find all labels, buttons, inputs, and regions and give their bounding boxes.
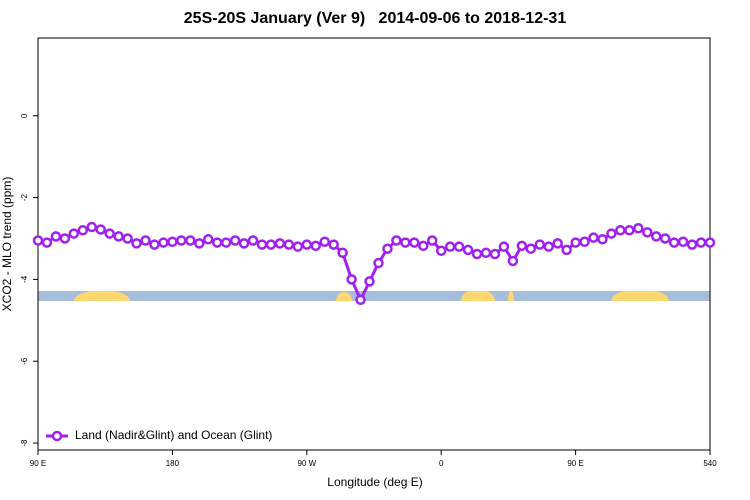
point [149, 239, 160, 250]
y-tick-label: -6 [20, 357, 29, 365]
point [104, 228, 115, 239]
point [552, 238, 563, 249]
point [579, 236, 590, 247]
point [400, 237, 411, 248]
x-tick-label: 90 W [297, 459, 316, 468]
point [185, 235, 196, 246]
point [337, 247, 348, 259]
x-axis-label: Longitude (deg E) [327, 475, 422, 489]
land-ocean-band [38, 291, 710, 301]
point [265, 239, 277, 250]
point [256, 239, 268, 250]
x-tick-label: 0 [439, 459, 444, 468]
point [650, 231, 662, 242]
point [346, 274, 357, 285]
point [301, 239, 313, 250]
point [507, 255, 519, 267]
point [543, 241, 554, 252]
point [158, 237, 169, 248]
point [229, 235, 241, 246]
point [516, 240, 528, 252]
x-tick-label: 90 E [30, 459, 46, 468]
point [418, 240, 429, 252]
point [274, 238, 286, 249]
point [391, 235, 402, 246]
x-tick-label: 90 E [567, 459, 583, 468]
point [364, 276, 375, 287]
x-tick-label: 540 [703, 459, 717, 468]
point [659, 233, 671, 244]
point [41, 237, 53, 248]
point [677, 236, 689, 247]
point [140, 235, 151, 246]
y-axis-label: XCO2 - MLO trend (ppm) [0, 177, 14, 312]
point [220, 237, 232, 248]
point [426, 235, 438, 246]
point [292, 241, 304, 252]
point [409, 237, 420, 248]
point [373, 257, 384, 269]
point [435, 245, 447, 257]
point [588, 232, 599, 243]
legend-marker [51, 430, 63, 442]
point [194, 238, 205, 249]
y-tick-label: 0 [20, 113, 29, 118]
point [122, 233, 133, 244]
point [167, 236, 178, 247]
point [211, 237, 223, 248]
point [50, 231, 62, 242]
point [355, 294, 366, 306]
point [686, 239, 698, 250]
point [319, 236, 330, 247]
point [624, 225, 635, 236]
point [498, 241, 510, 252]
point [525, 243, 537, 254]
point [202, 234, 214, 245]
point [453, 241, 465, 252]
point [471, 248, 483, 260]
point [59, 233, 71, 244]
point [95, 224, 106, 235]
point [238, 238, 250, 249]
point [382, 243, 393, 254]
point [113, 231, 124, 242]
y-tick-label: -8 [20, 439, 29, 447]
point [606, 228, 617, 239]
point [534, 239, 546, 250]
point [462, 244, 474, 256]
point [489, 248, 501, 260]
y-tick-label: -2 [20, 193, 29, 201]
point [561, 244, 572, 256]
y-tick-label: -4 [20, 275, 29, 283]
point [86, 221, 98, 233]
point [176, 235, 187, 246]
point [68, 228, 80, 239]
point [131, 238, 142, 249]
point [32, 235, 44, 246]
point [615, 225, 626, 236]
point [570, 237, 581, 248]
point [668, 237, 680, 248]
point [247, 235, 259, 246]
point [444, 241, 456, 252]
point [633, 222, 644, 234]
point [310, 240, 322, 252]
legend-text: Land (Nadir&Glint) and Ocean (Glint) [75, 428, 272, 442]
point [77, 225, 89, 236]
point [695, 237, 707, 248]
point [597, 234, 608, 245]
x-tick-label: 180 [166, 459, 180, 468]
chart-title: 25S-20S January (Ver 9) 2014-09-06 to 20… [184, 10, 567, 27]
point [480, 247, 492, 259]
point [328, 239, 339, 250]
point [642, 227, 653, 238]
point [283, 239, 295, 250]
point [704, 237, 716, 248]
